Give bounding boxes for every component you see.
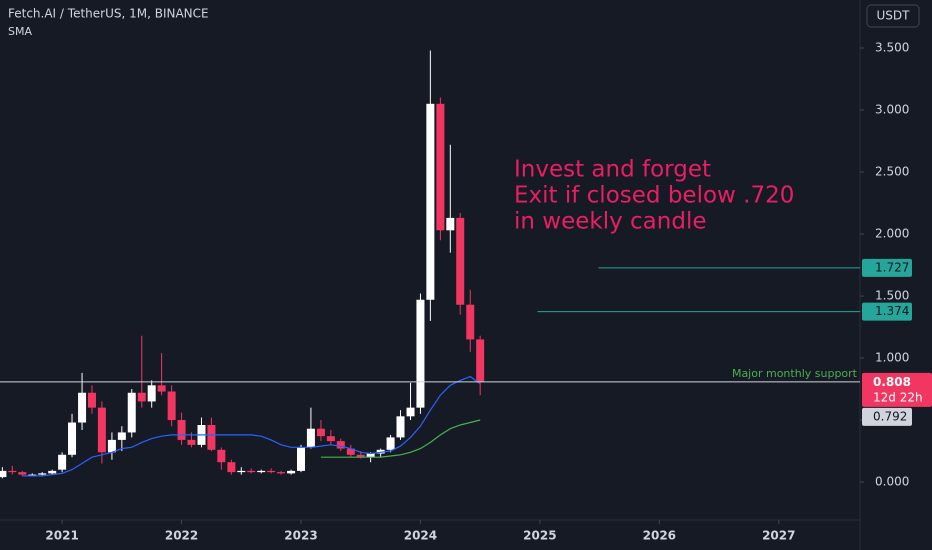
sma-line <box>320 419 481 458</box>
candle-body <box>386 437 395 450</box>
candle-body <box>38 473 47 475</box>
candle-body <box>187 439 196 445</box>
x-tick-label: 2025 <box>523 529 556 543</box>
price-label: 0.808 <box>873 375 911 389</box>
candle-body <box>446 217 455 231</box>
candle-body <box>48 470 57 474</box>
y-tick-label: 1.500 <box>875 289 909 303</box>
candle-body <box>117 432 126 440</box>
candle-body <box>287 470 296 474</box>
indicator-label: SMA <box>8 25 32 38</box>
candle-body <box>127 392 136 433</box>
sma-box <box>862 407 912 426</box>
candle-body <box>78 392 87 423</box>
candle-body <box>396 416 405 438</box>
y-tick-label: 0.000 <box>875 475 909 489</box>
x-tick-label: 2026 <box>643 529 676 543</box>
candle-body <box>346 448 355 455</box>
annotation-line: Exit if closed below .720 <box>514 183 794 209</box>
candle-body <box>356 454 365 458</box>
currency-label[interactable]: USDT <box>877 9 911 23</box>
candle-body <box>207 425 216 450</box>
candle-body <box>247 470 256 473</box>
chart-title: Fetch.AI / TetherUS, 1M, BINANCE <box>8 7 209 21</box>
candle-body <box>326 436 335 442</box>
candle-body <box>97 407 106 453</box>
level-price-box <box>862 302 912 321</box>
candle-body <box>257 470 266 473</box>
candle-body <box>406 407 415 417</box>
candle-body <box>18 472 27 475</box>
y-tick-label: 1.000 <box>875 351 909 365</box>
x-tick-label: 2024 <box>404 529 437 543</box>
sma-line <box>22 375 481 477</box>
candle-body <box>416 299 425 408</box>
annotation-line: in weekly candle <box>514 209 706 235</box>
annotation-line: Invest and forget <box>514 157 711 183</box>
candle-body <box>8 470 17 473</box>
candle-body <box>306 428 315 448</box>
candle-body <box>107 439 116 453</box>
countdown-label: 12d 22h <box>873 390 923 404</box>
candle-body <box>157 385 166 392</box>
candle-body <box>177 420 186 440</box>
candle-body <box>68 422 77 455</box>
candle-body <box>426 103 435 300</box>
candle-body <box>87 392 96 408</box>
x-tick-label: 2022 <box>165 529 198 543</box>
support-label: Major monthly support <box>732 367 858 380</box>
candle-body <box>316 428 325 437</box>
sma-label: 0.792 <box>873 409 907 423</box>
level-price-label: 1.374 <box>875 304 909 318</box>
candle-body <box>436 103 445 231</box>
x-tick-label: 2021 <box>45 529 78 543</box>
candle-body <box>0 470 7 478</box>
y-tick-label: 2.500 <box>875 165 909 179</box>
x-tick-label: 2027 <box>762 529 795 543</box>
candle-body <box>376 449 385 454</box>
candle-body <box>217 449 226 463</box>
candle-body <box>466 304 475 340</box>
candle-body <box>277 472 286 474</box>
currency-button[interactable] <box>866 4 920 28</box>
candle-body <box>476 339 485 382</box>
candle-body <box>267 470 276 473</box>
y-tick-label: 3.000 <box>875 103 909 117</box>
candle-body <box>456 217 465 305</box>
candle-body <box>147 385 156 402</box>
candle-body <box>58 454 67 470</box>
candle-body <box>227 462 236 473</box>
y-tick-label: 3.500 <box>875 40 909 54</box>
candle-body <box>137 392 146 402</box>
candle-body <box>167 391 176 421</box>
candle-body <box>297 447 305 471</box>
candle-body <box>366 453 375 458</box>
candle-body <box>336 441 345 449</box>
y-tick-label: 2.000 <box>875 227 909 241</box>
x-tick-label: 2023 <box>284 529 317 543</box>
candle-body <box>237 470 246 473</box>
candle-body <box>28 474 37 476</box>
level-price-label: 1.727 <box>875 260 909 274</box>
price-box <box>862 372 932 407</box>
level-price-box <box>862 258 912 277</box>
